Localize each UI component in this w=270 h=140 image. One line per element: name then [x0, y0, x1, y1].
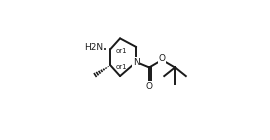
Text: H2N: H2N [84, 43, 103, 52]
Text: O: O [158, 54, 166, 63]
Text: or1: or1 [115, 48, 127, 54]
Text: O: O [146, 82, 153, 91]
Text: or1: or1 [115, 64, 127, 70]
Text: N: N [133, 58, 140, 67]
